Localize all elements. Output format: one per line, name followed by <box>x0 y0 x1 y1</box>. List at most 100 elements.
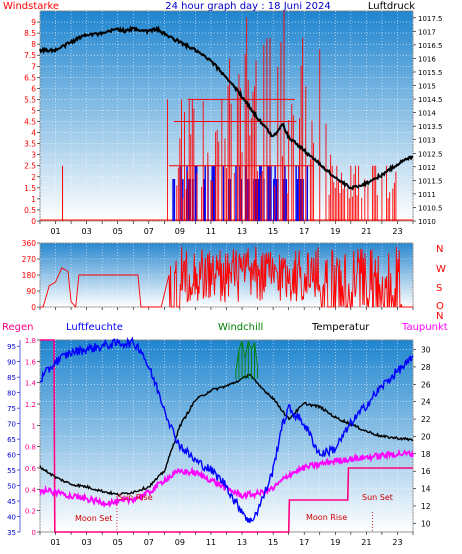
wind-xtick-label: 11 <box>206 227 216 236</box>
wind-ytick-label: 1 <box>31 195 36 204</box>
climate-xtick-label: 13 <box>237 538 247 547</box>
wind-ytick-label: 2.5 <box>24 162 36 171</box>
climate-xtick-label: 09 <box>175 538 185 547</box>
compass-letter: N <box>436 244 443 255</box>
temperature-ytick-label: 30 <box>421 346 431 355</box>
direction-ytick-label: 270 <box>22 255 37 264</box>
humidity-ytick-label: 45 <box>7 498 16 506</box>
humidity-ytick-label: 60 <box>7 452 16 460</box>
climate-xtick-label: 21 <box>361 538 371 547</box>
wind-ytick-label: 8 <box>31 40 36 49</box>
wind-ytick-label: 3 <box>31 151 36 160</box>
temperature-ytick-label: 12 <box>421 502 431 511</box>
direction-ytick-label: 0 <box>31 303 36 312</box>
wind-ytick-label: 6.5 <box>24 73 36 82</box>
wind-xtick-label: 05 <box>113 227 123 236</box>
pressure-ytick-label: 1015.5 <box>418 69 443 77</box>
temperature-ytick-label: 24 <box>421 398 431 407</box>
humidity-ytick-label: 55 <box>7 467 16 475</box>
climate-xtick-label: 11 <box>206 538 216 547</box>
moon-rise-label: Moon Rise <box>306 513 347 522</box>
pressure-ytick-label: 1013.5 <box>418 123 443 131</box>
humidity-ytick-label: 95 <box>7 343 16 351</box>
wind-ytick-label: 2 <box>31 173 36 182</box>
pressure-ytick-label: 1011.5 <box>418 177 443 185</box>
direction-ytick-label: 90 <box>26 287 36 296</box>
wind-bars <box>40 11 413 221</box>
wind-xtick-label: 13 <box>237 227 247 236</box>
temperature-ytick-label: 14 <box>421 485 431 494</box>
compass-letter: N <box>436 311 443 322</box>
climate-xtick-label: 07 <box>144 538 154 547</box>
compass-letter: O <box>436 301 444 312</box>
wind-ytick-label: 4.5 <box>24 118 36 127</box>
rain-ytick-label: 1.2 <box>25 401 36 409</box>
temperature-ytick-label: 26 <box>421 380 431 389</box>
wind-xtick-label: 01 <box>50 227 60 236</box>
temperature-ytick-label: 22 <box>421 415 431 424</box>
temperatur-label: Temperatur <box>311 322 370 333</box>
wind-xtick-label: 03 <box>82 227 92 236</box>
windchill-label: Windchill <box>218 322 263 333</box>
sun-rise-label: Sun Rise <box>118 493 153 502</box>
windchill-line <box>235 340 259 380</box>
wind-ytick-label: 5.5 <box>24 95 36 104</box>
temperature-ytick-label: 20 <box>421 432 431 441</box>
humidity-ytick-label: 50 <box>7 483 16 491</box>
pressure-ytick-label: 1016.5 <box>418 42 443 50</box>
rain-ytick-label: 0 <box>32 529 36 537</box>
wind-xtick-label: 15 <box>268 227 278 236</box>
graph-title: 24 hour graph day : 18 Juni 2024 <box>165 1 331 12</box>
data-series <box>39 25 414 533</box>
luftdruck-label: Luftdruck <box>368 1 415 12</box>
wind-ytick-label: 6 <box>31 84 36 93</box>
temperature-ytick-label: 16 <box>421 467 431 476</box>
wind-xtick-label: 17 <box>299 227 309 236</box>
direction-ytick-label: 180 <box>22 271 37 280</box>
humidity-ytick-label: 70 <box>7 421 16 429</box>
pressure-ytick-label: 1014 <box>418 110 436 118</box>
rain-ytick-label: 1.6 <box>25 358 37 366</box>
climate-xtick-label: 03 <box>82 538 92 547</box>
pressure-line <box>39 25 414 191</box>
wind-ytick-label: 0.5 <box>24 206 36 215</box>
pressure-ytick-label: 1010 <box>418 218 436 226</box>
temperature-ytick-label: 28 <box>421 363 431 372</box>
humidity-ytick-label: 75 <box>7 405 16 413</box>
axis-labels: 00.511.522.533.544.555.566.577.588.59101… <box>7 15 446 547</box>
taupunkt-label: Taupunkt <box>401 322 448 333</box>
wind-ytick-label: 0 <box>31 217 36 226</box>
temperature-line <box>39 373 414 497</box>
rain-ytick-label: 0.4 <box>25 486 37 494</box>
wind-ytick-label: 8.5 <box>24 29 36 38</box>
pressure-ytick-label: 1016 <box>418 55 436 63</box>
rain-ytick-label: 0.8 <box>25 444 36 452</box>
humidity-ytick-label: 35 <box>7 529 16 537</box>
climate-xtick-label: 01 <box>50 538 60 547</box>
rain-ytick-label: 0.6 <box>25 465 37 473</box>
wind-ytick-label: 5 <box>31 106 36 115</box>
pressure-ytick-label: 1014.5 <box>418 96 443 104</box>
humidity-line <box>39 336 414 524</box>
regen-label: Regen <box>2 322 34 333</box>
sun-set-label: Sun Set <box>362 493 393 502</box>
rain-ytick-label: 1.8 <box>25 337 36 345</box>
climate-xtick-label: 05 <box>113 538 123 547</box>
direction-ytick-label: 360 <box>22 239 37 248</box>
wind-xtick-label: 19 <box>330 227 340 236</box>
luftfeuchte-label: Luftfeuchte <box>66 322 123 333</box>
compass-letter: W <box>436 264 446 275</box>
wind-ytick-label: 4 <box>31 129 36 138</box>
climate-xtick-label: 23 <box>392 538 402 547</box>
humidity-ytick-label: 40 <box>7 514 16 522</box>
compass-letter: S <box>436 283 442 294</box>
wind-xtick-label: 23 <box>392 227 402 236</box>
wind-ytick-label: 7 <box>31 62 36 71</box>
climate-xtick-label: 19 <box>330 538 340 547</box>
pressure-ytick-label: 1011 <box>418 191 436 199</box>
rain-ytick-label: 1.4 <box>25 380 37 388</box>
moon-set-label: Moon Set <box>75 514 112 523</box>
wind-ytick-label: 9 <box>31 18 36 27</box>
climate-xtick-label: 15 <box>268 538 278 547</box>
